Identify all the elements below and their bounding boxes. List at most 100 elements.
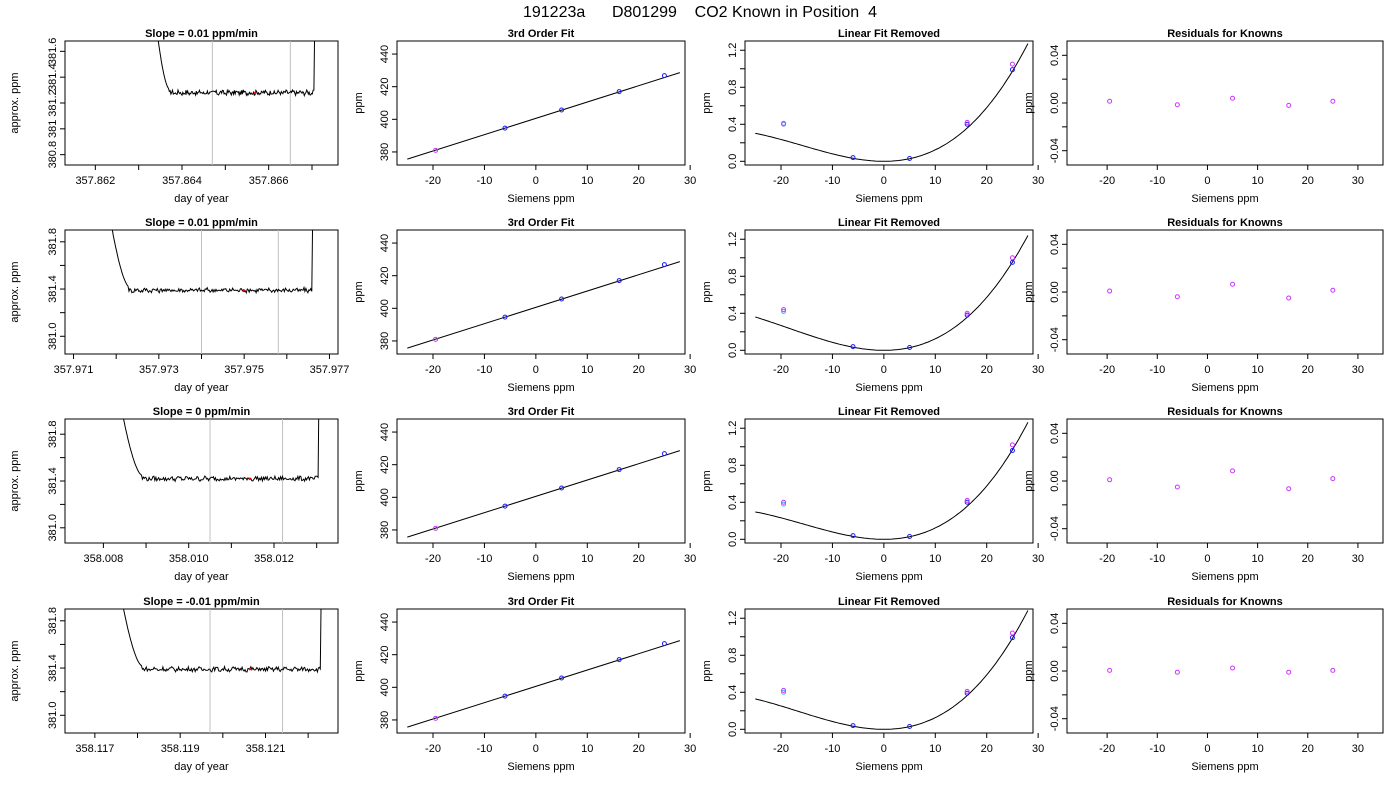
y-tick-label: 0.8 <box>727 458 739 473</box>
data-point <box>781 308 787 314</box>
panel-time-0: Slope = 0.01 ppm/min 357.862 357.864 357.86… <box>9 28 339 205</box>
data-point <box>781 120 787 126</box>
fit-curve <box>755 43 1029 162</box>
y-axis-label: approx. ppm <box>9 450 21 511</box>
y-tick-label: 380 <box>379 521 391 539</box>
y-tick-label: 0.04 <box>1049 45 1061 66</box>
data-point <box>1107 667 1113 673</box>
fit-curve <box>755 422 1029 540</box>
y-tick-label: 381.8 <box>47 420 59 448</box>
ppm-trace <box>111 230 314 295</box>
x-tick-label: 10 <box>581 553 593 565</box>
x-tick-label: -20 <box>425 364 441 376</box>
plot-frame <box>64 40 339 166</box>
data-point <box>1009 259 1015 265</box>
panel-title: 3rd Order Fit <box>508 406 575 418</box>
data-point <box>1009 255 1015 261</box>
x-axis-label: Siemens ppm <box>507 382 574 394</box>
y-tick-label: 400 <box>379 299 391 317</box>
plot-area <box>157 41 316 165</box>
x-tick-label: 0 <box>533 743 539 755</box>
data-point <box>1174 669 1180 675</box>
x-axis-label: Siemens ppm <box>855 571 922 583</box>
plot-frame <box>1066 608 1384 734</box>
data-point <box>616 89 622 95</box>
panel-title: Linear Fit Removed <box>838 217 940 229</box>
data-point <box>964 690 970 696</box>
data-point <box>1330 476 1336 482</box>
x-axis-label: Siemens ppm <box>1191 382 1258 394</box>
plot-frame <box>64 418 339 544</box>
panel-title: Slope = 0 ppm/min <box>153 406 251 418</box>
x-axis-label: Siemens ppm <box>1191 193 1258 205</box>
x-tick-label: 10 <box>929 364 941 376</box>
x-tick-label: 20 <box>981 364 993 376</box>
y-tick-label: 0.4 <box>727 117 739 132</box>
x-tick-label: 10 <box>581 364 593 376</box>
plot-frame <box>744 418 1034 544</box>
y-tick-label: 0.00 <box>1049 660 1061 681</box>
x-tick-label: 357.862 <box>75 175 115 187</box>
plot-frame <box>64 608 339 734</box>
x-tick-label: -20 <box>1099 364 1115 376</box>
y-axis-label: ppm <box>701 660 713 681</box>
y-axis-label: ppm <box>1023 660 1035 681</box>
fit-curve <box>755 235 1029 351</box>
panel-title: Residuals for Knowns <box>1167 28 1283 40</box>
window-mean-point <box>248 477 252 480</box>
plot-frame <box>1066 418 1384 544</box>
x-tick-label: 30 <box>1032 743 1044 755</box>
y-axis-label: ppm <box>353 92 365 113</box>
y-tick-label: 1.2 <box>727 421 739 436</box>
x-tick-label: 0 <box>881 743 887 755</box>
panel-fit-2: 3rd Order Fit -20 -10 0 10 20 30 380 400 420 440 Si… <box>353 406 696 583</box>
data-point <box>850 533 856 539</box>
x-tick-label: 0 <box>881 553 887 565</box>
panel-title: Linear Fit Removed <box>838 406 940 418</box>
y-tick-label: 0.8 <box>727 269 739 284</box>
x-axis-label: day of year <box>174 571 229 583</box>
panel-title: Slope = 0.01 ppm/min <box>145 28 258 40</box>
plot-area <box>755 610 1029 730</box>
data-point <box>1286 486 1292 492</box>
x-axis-label: Siemens ppm <box>1191 761 1258 773</box>
plot-area <box>407 72 681 160</box>
panel-time-1: Slope = 0.01 ppm/min 357.971 357.973 357.97… <box>9 217 349 394</box>
fit-line <box>407 640 681 728</box>
x-tick-label: 10 <box>929 175 941 187</box>
data-point <box>502 503 508 509</box>
data-point <box>964 119 970 125</box>
panels: Slope = 0.01 ppm/min 357.862 357.864 357.86… <box>9 28 1384 773</box>
y-tick-label: 0.0 <box>727 154 739 169</box>
x-tick-label: 30 <box>1352 364 1364 376</box>
data-point <box>907 345 913 351</box>
data-point <box>559 296 565 302</box>
y-axis-label: approx. ppm <box>9 261 21 322</box>
ppm-trace <box>157 41 316 98</box>
data-point <box>964 499 970 505</box>
x-tick-label: -10 <box>824 364 840 376</box>
plot-area <box>755 422 1029 540</box>
y-tick-label: 400 <box>379 110 391 128</box>
ppm-trace <box>123 609 322 674</box>
y-tick-label: 380 <box>379 143 391 161</box>
panel-title: Residuals for Knowns <box>1167 596 1283 608</box>
x-tick-label: 358.121 <box>246 743 286 755</box>
x-tick-label: -10 <box>1149 743 1165 755</box>
y-tick-label: 381.4 <box>47 63 59 91</box>
x-tick-label: 10 <box>581 175 593 187</box>
plot-frame <box>1066 40 1384 166</box>
data-point <box>964 310 970 316</box>
y-axis-label: approx. ppm <box>9 72 21 133</box>
y-tick-label: 381.0 <box>47 514 59 542</box>
plot-frame <box>396 418 686 544</box>
data-point <box>781 499 787 505</box>
x-tick-label: 357.864 <box>162 175 202 187</box>
x-tick-label: -10 <box>476 553 492 565</box>
y-axis-label: ppm <box>353 281 365 302</box>
x-axis-label: Siemens ppm <box>507 193 574 205</box>
y-tick-label: 0.0 <box>727 532 739 547</box>
x-tick-label: -20 <box>425 743 441 755</box>
plot-area <box>123 419 320 543</box>
panel-title: Linear Fit Removed <box>838 28 940 40</box>
